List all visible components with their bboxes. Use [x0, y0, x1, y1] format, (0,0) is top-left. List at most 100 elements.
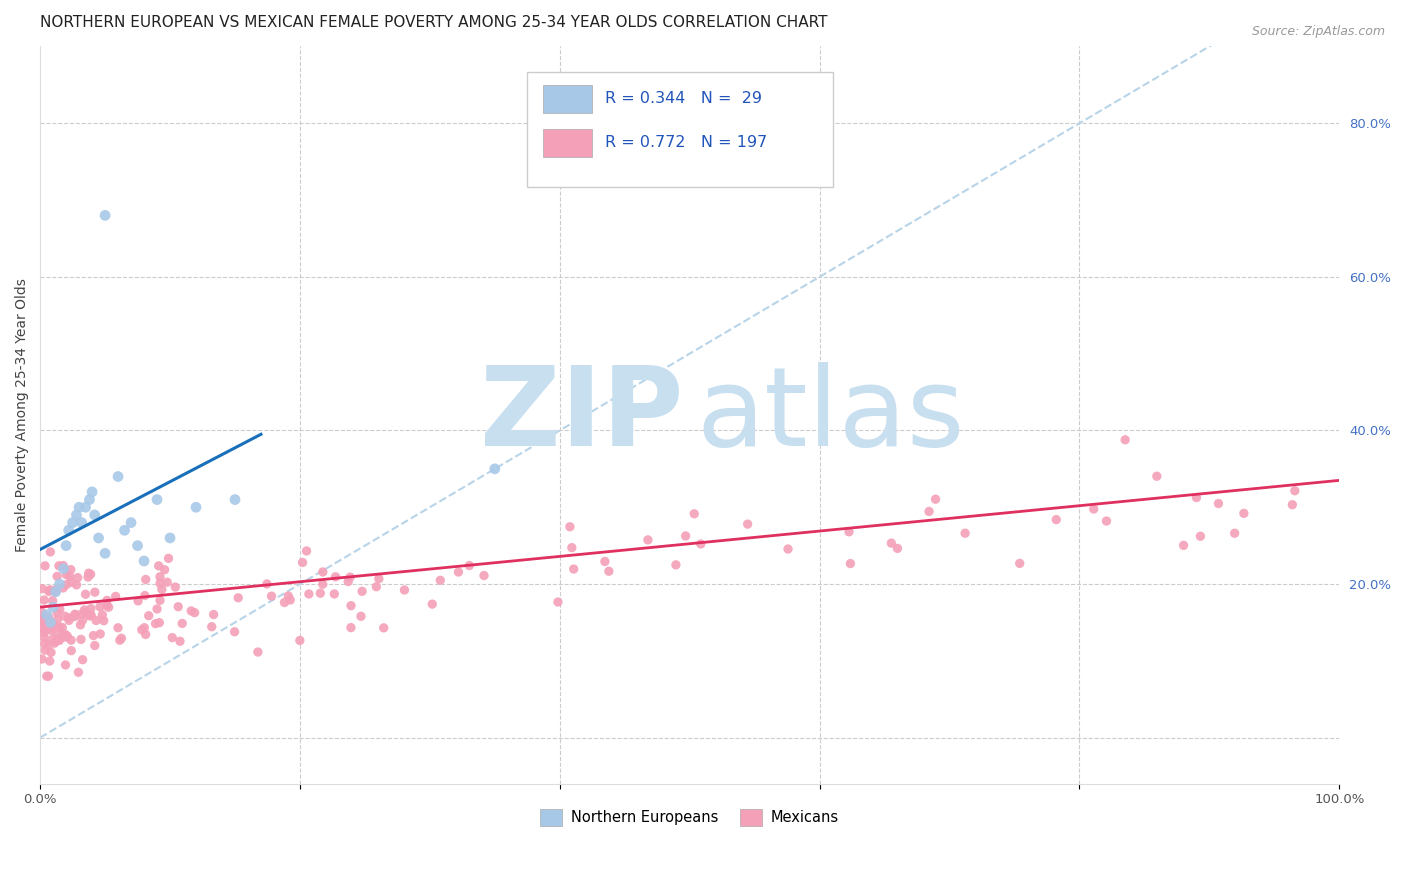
Point	[273, 595, 295, 609]
Point	[77, 566, 100, 581]
Point	[60, 633, 83, 648]
Point	[37, 611, 59, 625]
Point	[278, 593, 301, 607]
Point	[153, 563, 176, 577]
Point	[45, 582, 67, 597]
Point	[38, 669, 60, 683]
Point	[58, 614, 80, 628]
Point	[34, 613, 56, 627]
Point	[45, 634, 67, 648]
Point	[157, 551, 180, 566]
Text: R = 0.344   N =  29: R = 0.344 N = 29	[605, 91, 762, 105]
Point	[32, 620, 55, 634]
Point	[110, 632, 132, 646]
Point	[350, 609, 373, 624]
Point	[59, 569, 82, 583]
Point	[34, 625, 56, 640]
Point	[323, 587, 346, 601]
Point	[42, 600, 65, 615]
Point	[34, 616, 56, 631]
Point	[32, 593, 55, 607]
Point	[31, 620, 53, 634]
Point	[38, 654, 60, 668]
Point	[558, 520, 581, 534]
Point	[97, 600, 120, 615]
Point	[67, 665, 90, 680]
Point	[34, 624, 56, 638]
Point	[120, 516, 142, 530]
Point	[38, 610, 60, 624]
Point	[246, 645, 269, 659]
Legend: Northern Europeans, Mexicans: Northern Europeans, Mexicans	[534, 803, 845, 831]
Point	[1284, 483, 1306, 498]
Point	[58, 611, 80, 625]
Point	[56, 629, 79, 643]
Point	[683, 507, 706, 521]
Point	[45, 584, 67, 599]
Point	[598, 564, 620, 578]
Point	[340, 621, 363, 635]
Point	[340, 599, 363, 613]
Point	[55, 567, 77, 582]
Point	[39, 645, 62, 659]
Point	[52, 630, 75, 644]
Point	[131, 623, 153, 637]
FancyBboxPatch shape	[527, 72, 832, 186]
Point	[367, 572, 389, 586]
Point	[58, 523, 80, 537]
Point	[132, 554, 155, 568]
Point	[298, 587, 321, 601]
Point	[149, 576, 172, 591]
Point	[135, 573, 157, 587]
Point	[169, 634, 191, 648]
Point	[256, 577, 278, 591]
Point	[839, 557, 862, 571]
Point	[52, 581, 75, 595]
Point	[183, 606, 205, 620]
Point	[1185, 491, 1208, 505]
Point	[91, 607, 114, 622]
Point	[1208, 496, 1230, 510]
Point	[1233, 506, 1256, 520]
Point	[1083, 502, 1105, 516]
Point	[51, 630, 73, 644]
Point	[35, 669, 58, 683]
Point	[202, 607, 225, 622]
Point	[30, 604, 52, 618]
Point	[70, 607, 93, 621]
Point	[65, 578, 87, 592]
Point	[148, 558, 170, 573]
Point	[114, 523, 136, 537]
Point	[138, 608, 160, 623]
Text: ZIP: ZIP	[479, 361, 683, 468]
Point	[82, 628, 104, 642]
Point	[312, 577, 335, 591]
Point	[547, 595, 569, 609]
Point	[83, 639, 105, 653]
Point	[260, 589, 283, 603]
Point	[94, 208, 117, 222]
Point	[73, 606, 96, 620]
Point	[87, 531, 110, 545]
Point	[34, 622, 56, 636]
Point	[39, 616, 62, 631]
Point	[44, 636, 66, 650]
Point	[79, 609, 101, 624]
Point	[39, 621, 62, 635]
Point	[135, 627, 157, 641]
Point	[593, 554, 616, 568]
Point	[1281, 498, 1303, 512]
Point	[63, 607, 86, 622]
Point	[1223, 526, 1246, 541]
Point	[31, 652, 53, 666]
Point	[83, 508, 105, 522]
Point	[180, 604, 202, 618]
Point	[48, 577, 70, 591]
Point	[295, 544, 318, 558]
Point	[84, 614, 107, 628]
Point	[429, 574, 451, 588]
Point	[79, 492, 101, 507]
Text: Source: ZipAtlas.com: Source: ZipAtlas.com	[1251, 25, 1385, 38]
Point	[689, 537, 711, 551]
Point	[184, 500, 207, 515]
